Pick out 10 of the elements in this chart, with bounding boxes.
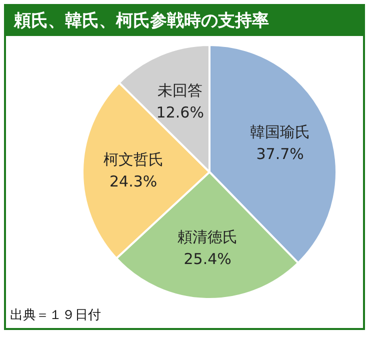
slice-label: 柯文哲氏: [103, 150, 164, 169]
slice-label: 頼清徳氏: [178, 228, 238, 246]
data-label: 12.6%: [156, 104, 204, 122]
data-label: 24.3%: [109, 172, 158, 191]
slice-label: 未回答: [158, 82, 203, 100]
chart-title: 頼氏、韓氏、柯氏参戦時の支持率: [6, 6, 363, 36]
data-label: 25.4%: [184, 250, 232, 268]
data-label: 37.7%: [256, 145, 304, 164]
source-note: 出典＝１９日付: [9, 307, 102, 325]
slice-label: 韓国瑜氏: [250, 123, 310, 142]
